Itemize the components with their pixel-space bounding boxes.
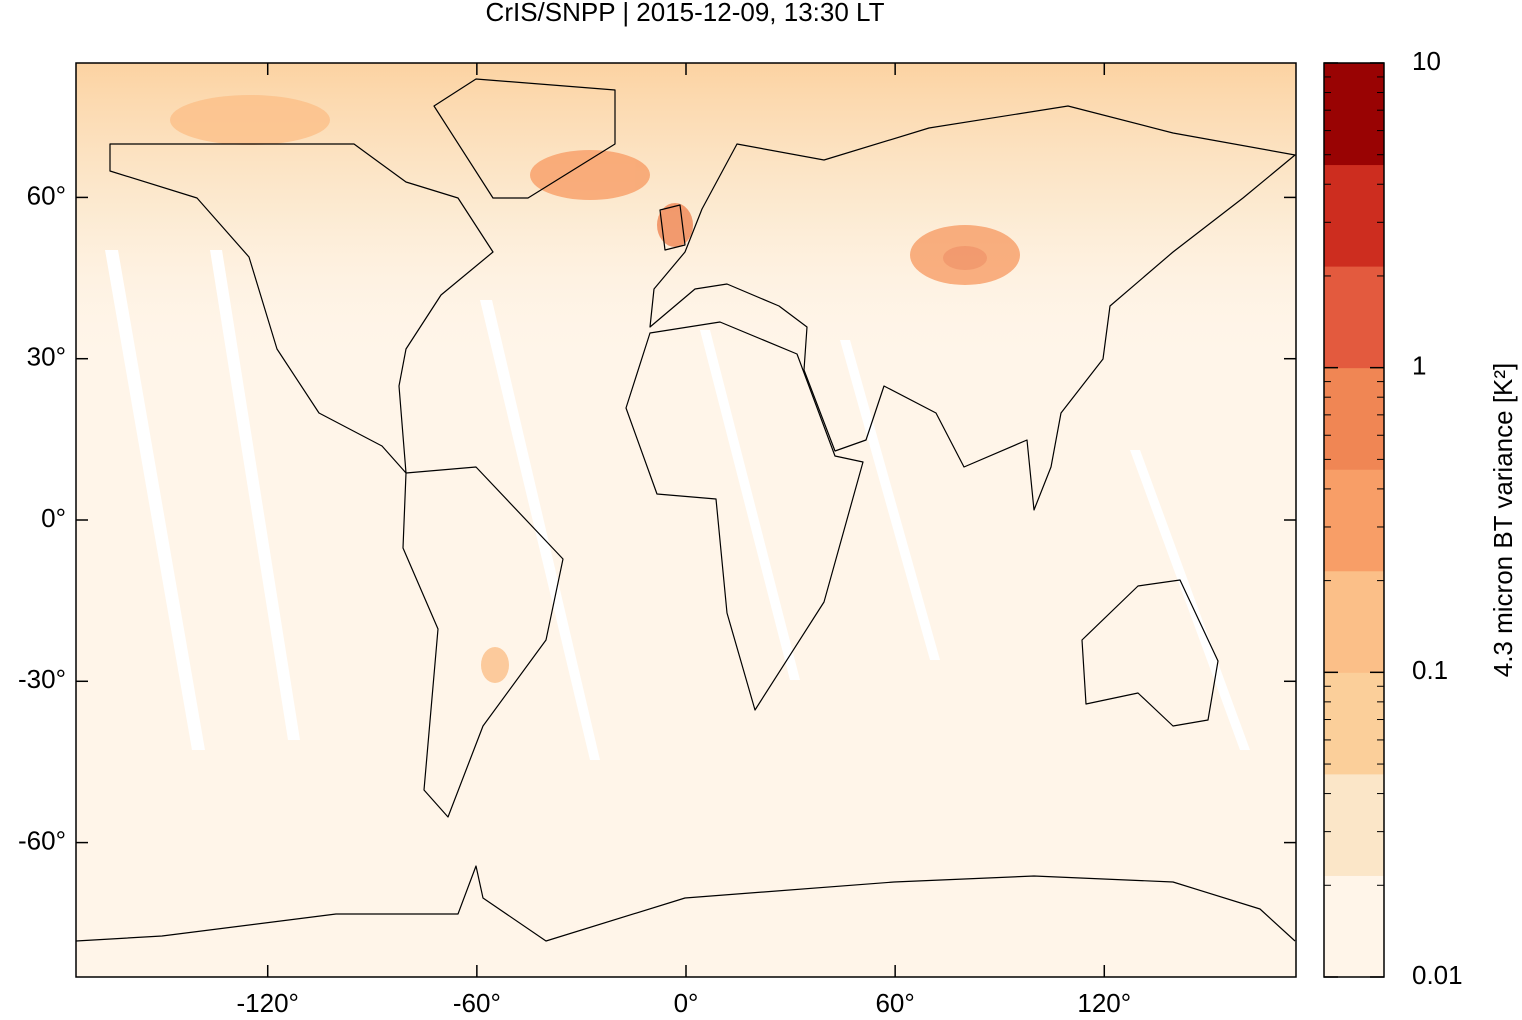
colorbar-band xyxy=(1324,875,1384,978)
y-tick-label: -30° xyxy=(18,664,66,694)
colorbar-band xyxy=(1324,469,1384,572)
x-tick-label: -120° xyxy=(236,988,298,1018)
colorbar-tick-label: 10 xyxy=(1412,46,1441,76)
colorbar-tick-label: 0.1 xyxy=(1412,655,1448,685)
colorbar-band xyxy=(1324,570,1384,673)
colorbar-label: 4.3 micron BT variance [K²] xyxy=(1488,363,1518,678)
y-tick-label: 30° xyxy=(27,342,66,372)
colorbar-frame xyxy=(1323,62,1385,978)
y-tick-label: -60° xyxy=(18,825,66,855)
x-tick-label: 120° xyxy=(1077,988,1131,1018)
x-tick-label: -60° xyxy=(453,988,501,1018)
x-tick-label: 60° xyxy=(875,988,914,1018)
y-tick-label: 60° xyxy=(27,180,66,210)
colorbar-band xyxy=(1324,773,1384,876)
colorbar-band xyxy=(1324,367,1384,470)
x-tick-label: 0° xyxy=(674,988,699,1018)
colorbar-band xyxy=(1324,672,1384,775)
colorbar-tick-label: 0.01 xyxy=(1412,960,1463,990)
colorbar-band xyxy=(1324,266,1384,369)
colorbar-band xyxy=(1324,63,1384,166)
coastlines xyxy=(75,78,1296,942)
chart-title: CrIS/SNPP | 2015-12-09, 13:30 LT xyxy=(486,0,885,27)
y-tick-label: 0° xyxy=(41,503,66,533)
colorbar-tick-label: 1 xyxy=(1412,351,1426,381)
colorbar-band xyxy=(1324,164,1384,267)
variance-patches xyxy=(170,95,1020,683)
